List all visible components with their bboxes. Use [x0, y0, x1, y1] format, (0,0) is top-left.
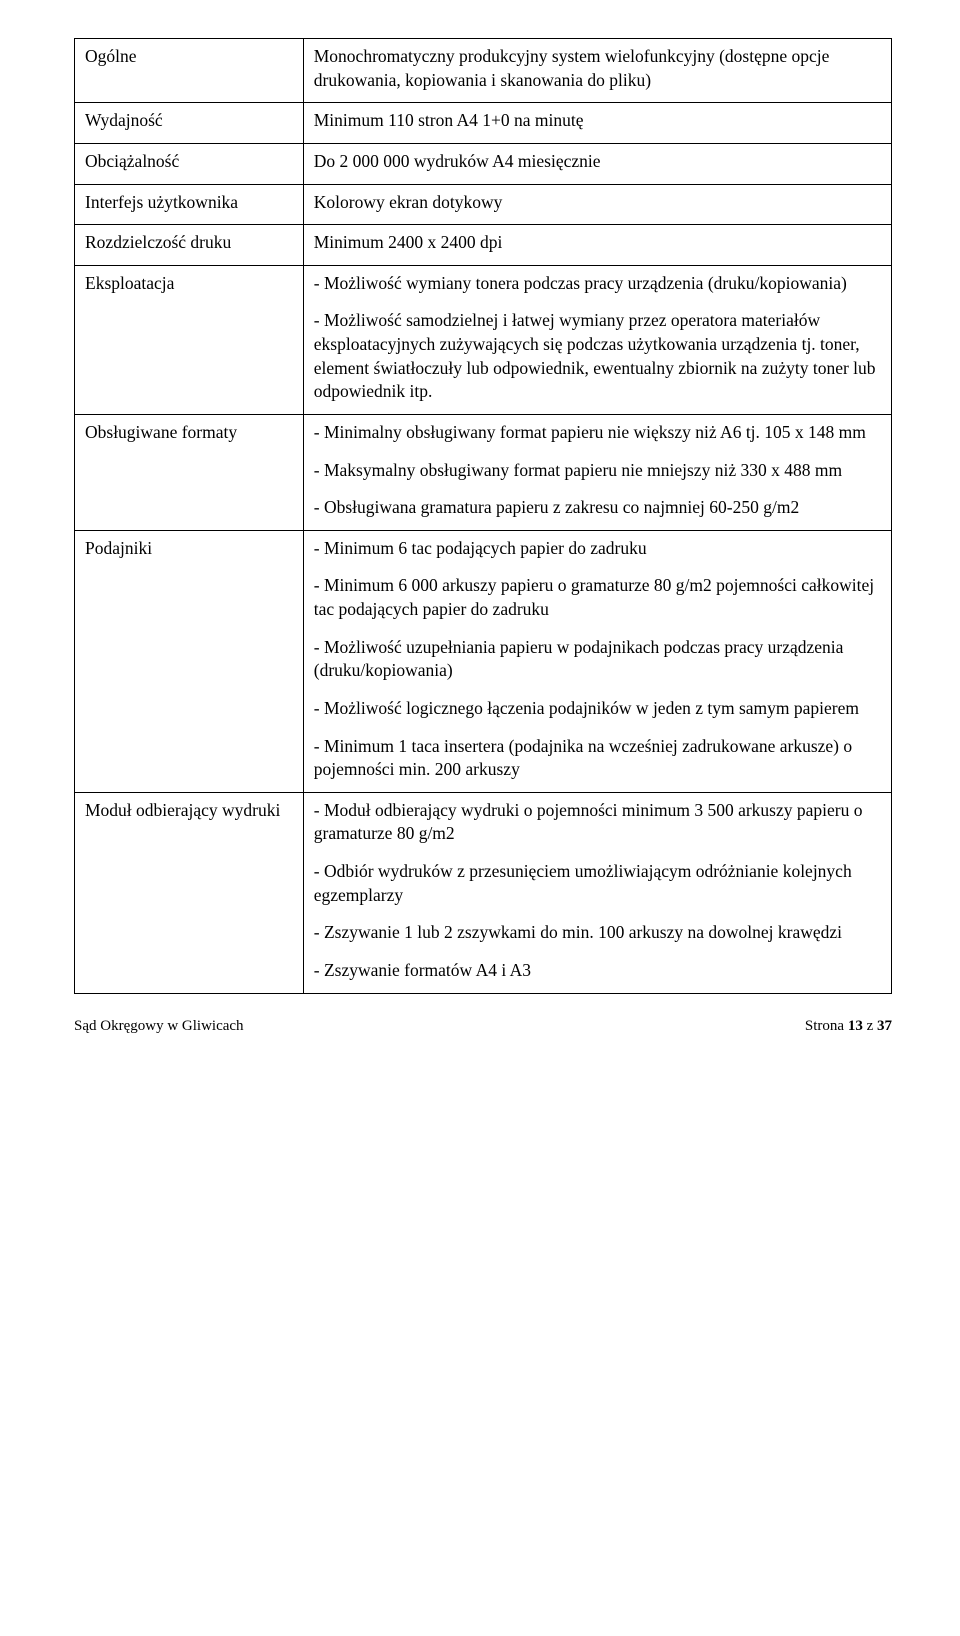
row-content-paragraph: - Możliwość samodzielnej i łatwej wymian… [314, 309, 881, 404]
spec-table-body: OgólneMonochromatyczny produkcyjny syste… [75, 39, 892, 994]
row-content-paragraph: Kolorowy ekran dotykowy [314, 191, 881, 215]
row-label: Wydajność [75, 103, 304, 144]
row-content: Do 2 000 000 wydruków A4 miesięcznie [303, 143, 891, 184]
row-content-paragraph: - Moduł odbierający wydruki o pojemności… [314, 799, 881, 846]
table-row: Podajniki - Minimum 6 tac podających papi… [75, 530, 892, 792]
row-content-paragraph: - Zszywanie formatów A4 i A3 [314, 959, 881, 983]
row-content-paragraph: - Minimum 6 000 arkuszy papieru o gramat… [314, 574, 881, 621]
table-row: Moduł odbierający wydruki- Moduł odbiera… [75, 792, 892, 993]
table-row: Eksploatacja - Możliwość wymiany tonera p… [75, 265, 892, 414]
row-label: Rozdzielczość druku [75, 225, 304, 266]
row-content: Kolorowy ekran dotykowy [303, 184, 891, 225]
row-label: Eksploatacja [75, 265, 304, 414]
row-content-paragraph: Monochromatyczny produkcyjny system wiel… [314, 45, 881, 92]
footer-right-mid: z [863, 1018, 877, 1034]
table-row: Interfejs użytkownika Kolorowy ekran doty… [75, 184, 892, 225]
table-row: Wydajność Minimum 110 stron A4 1+0 na min… [75, 103, 892, 144]
footer-left: Sąd Okręgowy w Gliwicach [74, 1016, 244, 1036]
row-content-paragraph: - Obsługiwana gramatura papieru z zakres… [314, 496, 881, 520]
page-footer: Sąd Okręgowy w Gliwicach Strona 13 z 37 [74, 1016, 892, 1036]
row-content-paragraph: - Minimalny obsługiwany format papieru n… [314, 421, 881, 445]
row-content-paragraph: - Minimum 6 tac podających papier do zad… [314, 537, 881, 561]
row-content: Minimum 110 stron A4 1+0 na minutę [303, 103, 891, 144]
row-label: Moduł odbierający wydruki [75, 792, 304, 993]
footer-page-current: 13 [848, 1018, 863, 1034]
row-content: Minimum 2400 x 2400 dpi [303, 225, 891, 266]
row-label: Podajniki [75, 530, 304, 792]
table-row: Obsługiwane formaty - Minimalny obsługiwa… [75, 414, 892, 530]
footer-right-prefix: Strona [805, 1018, 848, 1034]
footer-page-total: 37 [877, 1018, 892, 1034]
row-content: Monochromatyczny produkcyjny system wiel… [303, 39, 891, 103]
row-content: - Możliwość wymiany tonera podczas pracy… [303, 265, 891, 414]
row-content-paragraph: - Możliwość uzupełniania papieru w podaj… [314, 636, 881, 683]
row-content: - Moduł odbierający wydruki o pojemności… [303, 792, 891, 993]
footer-right: Strona 13 z 37 [805, 1016, 892, 1036]
row-content-paragraph: - Możliwość logicznego łączenia podajnik… [314, 697, 881, 721]
row-content-paragraph: - Zszywanie 1 lub 2 zszywkami do min. 10… [314, 921, 881, 945]
spec-table: OgólneMonochromatyczny produkcyjny syste… [74, 38, 892, 994]
row-content-paragraph: - Odbiór wydruków z przesunięciem umożli… [314, 860, 881, 907]
row-content-paragraph: Minimum 110 stron A4 1+0 na minutę [314, 109, 881, 133]
row-label: Ogólne [75, 39, 304, 103]
row-content-paragraph: Do 2 000 000 wydruków A4 miesięcznie [314, 150, 881, 174]
row-content-paragraph: - Maksymalny obsługiwany format papieru … [314, 459, 881, 483]
table-row: Rozdzielczość druku Minimum 2400 x 2400 d… [75, 225, 892, 266]
row-label: Obsługiwane formaty [75, 414, 304, 530]
row-label: Interfejs użytkownika [75, 184, 304, 225]
row-content: - Minimalny obsługiwany format papieru n… [303, 414, 891, 530]
row-label: Obciążalność [75, 143, 304, 184]
table-row: Obciążalność Do 2 000 000 wydruków A4 mie… [75, 143, 892, 184]
row-content-paragraph: Minimum 2400 x 2400 dpi [314, 231, 881, 255]
row-content-paragraph: - Minimum 1 taca insertera (podajnika na… [314, 735, 881, 782]
table-row: OgólneMonochromatyczny produkcyjny syste… [75, 39, 892, 103]
row-content: - Minimum 6 tac podających papier do zad… [303, 530, 891, 792]
row-content-paragraph: - Możliwość wymiany tonera podczas pracy… [314, 272, 881, 296]
